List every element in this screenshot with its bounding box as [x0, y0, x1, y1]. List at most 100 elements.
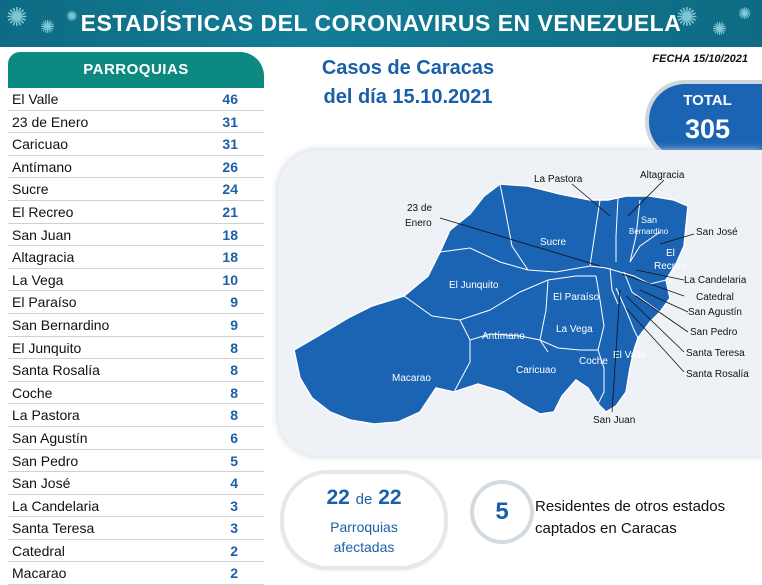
affected-parishes-card: 22 de 22 Parroquias afectadas [284, 474, 444, 566]
parroquia-count: 3 [230, 497, 238, 514]
parroquia-name: El Valle [12, 91, 59, 107]
map-label-la-candelaria: La Candelaria [684, 275, 747, 286]
total-value: 305 [684, 114, 731, 144]
affected-total: 22 [378, 486, 402, 509]
list-item: San Pedro 5 [8, 450, 264, 473]
parroquia-name: San José [12, 475, 71, 492]
list-item: Sucre 24 [8, 178, 264, 201]
map-label-san-jose: San José [696, 227, 738, 238]
map-label-el-junquito: El Junquito [449, 280, 499, 291]
map-label-san-bernardino-1: San [641, 215, 657, 225]
map-label-antimano: Antímano [482, 331, 525, 342]
subtitle-line-1: Casos de Caracas [321, 57, 495, 79]
list-item: Santa Teresa 3 [8, 517, 264, 540]
list-item: El Recreo 21 [8, 201, 264, 224]
report-date: FECHA 15/10/2021 [652, 53, 748, 65]
parroquia-name: Altagracia [12, 249, 75, 266]
list-item: 23 de Enero 31 [8, 111, 264, 134]
parroquia-count: 21 [222, 203, 238, 220]
parish-borders [403, 183, 667, 405]
residents-caption: Residentes de otros estados captados en … [535, 496, 755, 540]
parroquias-list: El Valle 46 23 de Enero 31 Caricuao 31 Antíman… [8, 88, 264, 585]
list-item: Altagracia 18 [8, 246, 264, 269]
parroquia-count: 6 [230, 429, 238, 446]
total-badge: TOTAL 305 [645, 80, 762, 162]
parroquia-count: 26 [222, 158, 238, 175]
map-label-23-de-enero-2: Enero [405, 218, 432, 229]
parroquia-name: Sucre [12, 181, 49, 198]
parroquia-count: 18 [222, 249, 238, 266]
parroquia-count: 8 [230, 362, 238, 379]
parroquia-count: 8 [230, 384, 238, 401]
header-bar [0, 0, 762, 47]
list-item: San Bernardino 9 [8, 314, 264, 337]
parroquia-name: La Candelaria [12, 497, 100, 514]
list-item: Antímano 26 [8, 156, 264, 179]
map-label-la-pastora: La Pastora [534, 174, 583, 185]
parroquia-count: 31 [222, 136, 238, 153]
parroquia-count: 3 [230, 520, 238, 537]
list-item: San Agustín 6 [8, 427, 264, 450]
virus-icon: ✺ [40, 17, 56, 37]
virus-icon: ✺ [66, 8, 78, 24]
parroquia-name: El Junquito [12, 339, 82, 356]
map-label-san-bernardino-2: Bernardino [629, 227, 669, 236]
parroquia-name: San Agustín [12, 429, 88, 446]
map-label-el-paraiso: El Paraíso [553, 292, 600, 303]
list-item: El Paraíso 9 [8, 291, 264, 314]
map-label-el-recreo-2: Recreo [654, 261, 687, 272]
parroquia-name: El Paraíso [12, 294, 77, 311]
parroquia-count: 18 [222, 226, 238, 243]
map-label-coche: Coche [579, 356, 608, 367]
parroquia-count: 9 [230, 294, 238, 311]
residents-caption-line-2: captados en Caracas [535, 520, 677, 537]
affected-caption-line-2: afectadas [333, 539, 395, 555]
map-label-macarao: Macarao [392, 373, 431, 384]
list-item: San José 4 [8, 472, 264, 495]
map-label-santa-teresa: Santa Teresa [686, 348, 745, 359]
parroquia-name: 23 de Enero [12, 113, 89, 130]
map-label-caricuao: Caricuao [516, 365, 556, 376]
parroquia-name: Santa Rosalía [12, 362, 100, 379]
list-item: El Junquito 8 [8, 337, 264, 360]
parroquia-name: San Bernardino [12, 316, 110, 333]
subtitle-line-2: del día 15.10.2021 [323, 86, 493, 108]
parroquia-count: 8 [230, 339, 238, 356]
list-item: La Candelaria 3 [8, 495, 264, 518]
parroquia-name: Catedral [12, 542, 65, 559]
parroquias-header-label: PARROQUIAS [83, 61, 189, 78]
list-item: Catedral 2 [8, 540, 264, 563]
leader-lines [439, 179, 695, 413]
parroquia-name: San Juan [12, 226, 72, 243]
list-item: Caricuao 31 [8, 133, 264, 156]
map-label-altagracia: Altagracia [640, 170, 685, 181]
parroquias-header: PARROQUIAS [8, 52, 264, 88]
parroquia-name: Coche [12, 384, 53, 401]
cases-subtitle: Casos de Caracas del día 15.10.2021 [300, 54, 516, 112]
parroquia-count: 24 [222, 181, 238, 198]
parroquia-name: Santa Teresa [12, 520, 95, 537]
parroquia-count: 31 [222, 113, 238, 130]
map-label-23-de-enero-1: 23 de [407, 203, 432, 214]
parroquia-count: 10 [222, 271, 238, 288]
parroquia-count: 8 [230, 407, 238, 424]
parroquia-count: 5 [230, 452, 238, 469]
virus-icon: ✺ [6, 2, 28, 32]
parroquia-count: 2 [230, 542, 238, 559]
affected-count: 22 [326, 486, 350, 509]
list-item: La Pastora 8 [8, 404, 264, 427]
residents-count: 5 [474, 484, 530, 540]
map-label-catedral: Catedral [696, 292, 734, 303]
map-label-san-pedro: San Pedro [690, 327, 738, 338]
parroquia-count: 46 [222, 91, 238, 107]
virus-icon: ✺ [676, 2, 698, 32]
map-label-la-vega: La Vega [556, 324, 593, 335]
map-label-san-agustin: San Agustín [688, 307, 742, 318]
parroquia-name: La Pastora [12, 407, 80, 424]
affected-count-line: 22 de 22 [284, 486, 444, 510]
list-item: Coche 8 [8, 382, 264, 405]
page-title: ESTADÍSTICAS DEL CORONAVIRUS EN VENEZUEL… [80, 10, 682, 36]
map-shape [293, 183, 689, 425]
parroquia-name: Caricuao [12, 136, 69, 153]
parroquia-name: Macarao [12, 565, 67, 582]
